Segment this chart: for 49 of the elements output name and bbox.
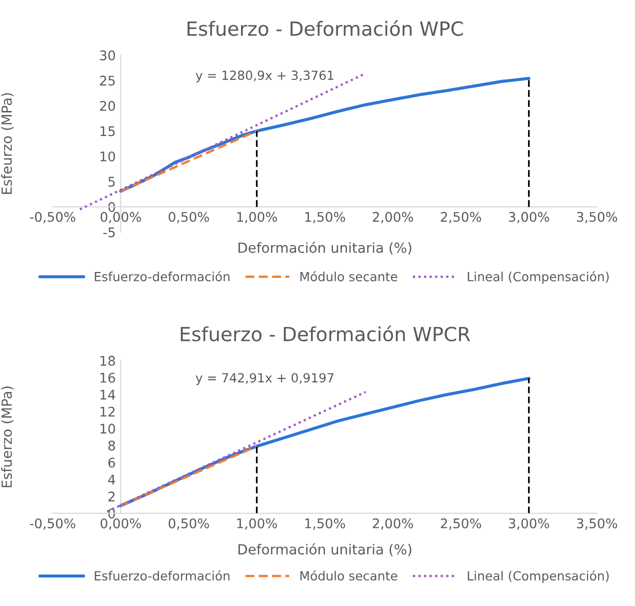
x-tick-label: 1,00% [237, 518, 278, 530]
x-tick-label: 0,00% [100, 518, 141, 530]
y-tick-label: 15 [100, 126, 115, 136]
x-tick-label: 3,50% [576, 212, 618, 224]
y-tick-label: 12 [100, 406, 115, 416]
y-tick-label: 2 [108, 492, 115, 502]
x-tick-label: 3,00% [508, 518, 550, 530]
y-tick-label: 20 [100, 100, 115, 111]
x-tick-label: 1,50% [305, 518, 346, 530]
y-tick-label: 4 [108, 474, 116, 484]
y-tick-label: 16 [100, 372, 116, 383]
x-tick-label: 1,00% [237, 212, 278, 224]
legend-label: Módulo secante [300, 271, 398, 282]
y-tick-label: 0 [108, 202, 115, 212]
legend-label: Esfuerzo-deformación [94, 271, 230, 282]
x-tick-label: 3,50% [576, 518, 618, 530]
y-axis-title: Esfuerzo (MPa) [1, 386, 14, 488]
y-tick-label: 30 [100, 50, 115, 60]
x-tick-label: 0,50% [168, 518, 209, 530]
legend-label: Módulo secante [300, 570, 398, 581]
y-tick-label: 10 [100, 424, 115, 434]
x-axis-title: Deformación unitaria (%) [238, 242, 412, 255]
x-tick-label: 0,50% [168, 212, 209, 224]
x-tick-label: -0,50% [30, 518, 76, 530]
annotation: y = 742,91x + 0,9197 [196, 373, 334, 385]
x-tick-label: 2,50% [440, 518, 482, 530]
x-tick-label: 1,50% [305, 212, 346, 224]
y-tick-label: 25 [100, 76, 115, 86]
x-axis-title: Deformación unitaria (%) [238, 543, 412, 556]
legend-label: Lineal (Compensación) [468, 570, 609, 583]
legend-label: Lineal (Compensación) [468, 271, 609, 284]
y-tick-label: 6 [108, 458, 116, 468]
y-axis-title: Esfeurzo (MPa) [1, 93, 14, 194]
annotation: y = 1280,9x + 3,3761 [196, 70, 334, 82]
y-tick-label: 8 [108, 440, 115, 451]
y-tick-label: 5 [108, 176, 115, 187]
y-tick-label: 18 [100, 356, 115, 366]
legend-label: Esfuerzo-deformación [94, 570, 230, 581]
x-tick-label: 2,00% [372, 518, 414, 530]
y-tick-label: 10 [100, 151, 115, 162]
x-tick-label: 3,00% [508, 212, 550, 224]
y-tick-label: 14 [100, 390, 116, 400]
x-tick-label: 2,00% [372, 212, 414, 224]
y-tick-label: -5 [103, 227, 115, 238]
x-tick-label: 0,00% [100, 212, 141, 224]
chart-title: Esfuerzo - Deformación WPC [188, 20, 463, 36]
chart-title: Esfuerzo - Deformación WPCR [180, 326, 470, 342]
x-tick-label: -0,50% [30, 212, 76, 224]
x-tick-label: 2,50% [440, 212, 482, 224]
